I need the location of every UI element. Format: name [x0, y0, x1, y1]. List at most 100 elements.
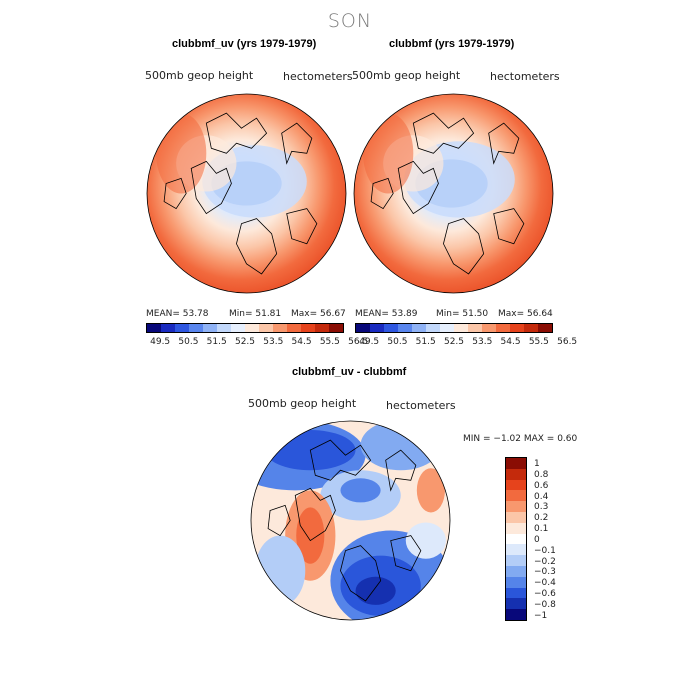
colorbar-swatch [506, 555, 526, 566]
colorbar-swatch [231, 324, 245, 332]
colorbar-swatch [301, 324, 315, 332]
colorbar-swatch [315, 324, 329, 332]
panel-max-1: Max= 56.67 [291, 309, 346, 319]
colorbar-tick-label: 53.5 [263, 337, 284, 347]
colorbar-swatch [506, 576, 526, 588]
diff-minmax: MIN = −1.02 MAX = 0.60 [463, 434, 578, 444]
panel-min-2: Min= 51.50 [436, 309, 489, 319]
colorbar-swatch [482, 324, 496, 332]
colorbar-swatch [506, 479, 526, 491]
colorbar-swatch [384, 324, 398, 332]
panel-units-1: hectometers [283, 70, 353, 83]
colorbar-swatch [426, 324, 440, 332]
colorbar-swatch [468, 324, 482, 332]
panel-units-2: hectometers [490, 70, 560, 83]
colorbar-swatch [506, 565, 526, 577]
colorbar-tick-label: 0 [534, 534, 540, 545]
colorbar-tick-label: 49.5 [359, 337, 380, 347]
colorbar-swatch [398, 324, 412, 332]
colorbar-tick-label: 52.5 [443, 337, 465, 347]
colorbar-swatch [147, 324, 161, 332]
colorbar-tick-label: 55.5 [319, 337, 340, 347]
colorbar-swatch [506, 511, 526, 523]
colorbar-swatch [506, 598, 526, 610]
colorbar-swatch [189, 324, 203, 332]
colorbar-tick-label: 54.5 [500, 337, 521, 347]
colorbar-2 [355, 323, 553, 333]
colorbar-ticks-2: 49.5 50.5 51.5 52.5 53.5 54.5 55.5 56.5 [355, 337, 577, 349]
colorbar-tick-label: 56.5 [348, 337, 369, 347]
colorbar-swatch [506, 458, 526, 469]
colorbar-tick-label: 55.5 [528, 337, 549, 347]
colorbar-tick-label: 56.5 [557, 337, 578, 347]
colorbar-swatch [245, 324, 259, 332]
colorbar-swatch [175, 324, 189, 332]
colorbar-tick-label: −0.8 [534, 599, 556, 610]
colorbar-tick-label: 49.5 [150, 337, 171, 347]
colorbar-swatch [440, 324, 454, 332]
panel-title-2: clubbmf (yrs 1979-1979) [389, 38, 515, 50]
colorbar-diff-ticks: 1 0.8 0.6 0.4 0.3 0.2 0.1 0 −0.1 −0.2 −0.3 −0.4 −0.6… [534, 459, 556, 621]
colorbar-tick-label: 51.5 [415, 337, 436, 347]
colorbar-tick-label: −0.2 [534, 556, 556, 567]
colorbar-tick-label: −0.3 [534, 567, 556, 578]
colorbar-tick-label: −0.1 [534, 545, 556, 556]
colorbar-tick-label: 51.5 [206, 337, 227, 347]
polar-map-diff [250, 420, 451, 621]
colorbar-1 [146, 323, 344, 333]
colorbar-tick-label: 52.5 [234, 337, 256, 347]
colorbar-tick-label: 0.3 [534, 502, 549, 513]
diff-units: hectometers [386, 399, 456, 412]
colorbar-swatch [203, 324, 217, 332]
colorbar-swatch [506, 544, 526, 556]
colorbar-swatch [329, 324, 343, 332]
colorbar-tick-label: 0.4 [534, 491, 549, 502]
colorbar-swatch [273, 324, 287, 332]
colorbar-tick-label: 0.8 [534, 469, 549, 480]
colorbar-swatch [496, 324, 510, 332]
colorbar-swatch [370, 324, 384, 332]
panel-max-2: Max= 56.64 [498, 309, 553, 319]
colorbar-swatch [538, 324, 552, 332]
colorbar-swatch [161, 324, 175, 332]
colorbar-tick-label: −0.4 [534, 578, 556, 589]
colorbar-swatch [506, 587, 526, 599]
polar-map-2 [353, 93, 554, 294]
colorbar-tick-label: 53.5 [472, 337, 493, 347]
colorbar-swatch [412, 324, 426, 332]
colorbar-diff [505, 457, 527, 621]
colorbar-swatch [506, 609, 526, 620]
colorbar-tick-label: 50.5 [178, 337, 199, 347]
panel-variable-2: 500mb geop height [352, 69, 461, 82]
panel-min-1: Min= 51.81 [229, 309, 282, 319]
diff-variable: 500mb geop height [248, 397, 357, 410]
colorbar-swatch [287, 324, 301, 332]
colorbar-swatch [510, 324, 524, 332]
panel-mean-2: MEAN= 53.89 [355, 309, 418, 319]
panel-title-1: clubbmf_uv (yrs 1979-1979) [172, 38, 317, 50]
polar-map-1 [146, 93, 347, 294]
colorbar-tick-label: 54.5 [291, 337, 312, 347]
colorbar-tick-label: 50.5 [387, 337, 408, 347]
colorbar-tick-label: 0.2 [534, 513, 549, 524]
colorbar-swatch [506, 501, 526, 512]
colorbar-ticks-1: 49.5 50.5 51.5 52.5 53.5 54.5 55.5 56.5 [146, 337, 368, 349]
colorbar-tick-label: −1 [534, 610, 548, 621]
colorbar-swatch [454, 324, 468, 332]
panel-mean-1: MEAN= 53.78 [146, 309, 209, 319]
colorbar-tick-label: −0.6 [534, 589, 556, 600]
panel-variable-1: 500mb geop height [145, 69, 254, 82]
colorbar-swatch [217, 324, 231, 332]
colorbar-swatch [259, 324, 273, 332]
colorbar-swatch [506, 468, 526, 480]
diff-title: clubbmf_uv - clubbmf [292, 366, 407, 378]
colorbar-swatch [506, 490, 526, 502]
colorbar-swatch [524, 324, 538, 332]
colorbar-tick-label: 0.1 [534, 524, 549, 535]
season-title: SON [327, 10, 373, 32]
colorbar-swatch [356, 324, 370, 332]
colorbar-tick-label: 0.6 [534, 480, 549, 491]
colorbar-swatch [506, 533, 526, 545]
colorbar-tick-label: 1 [534, 459, 540, 469]
colorbar-swatch [506, 522, 526, 534]
